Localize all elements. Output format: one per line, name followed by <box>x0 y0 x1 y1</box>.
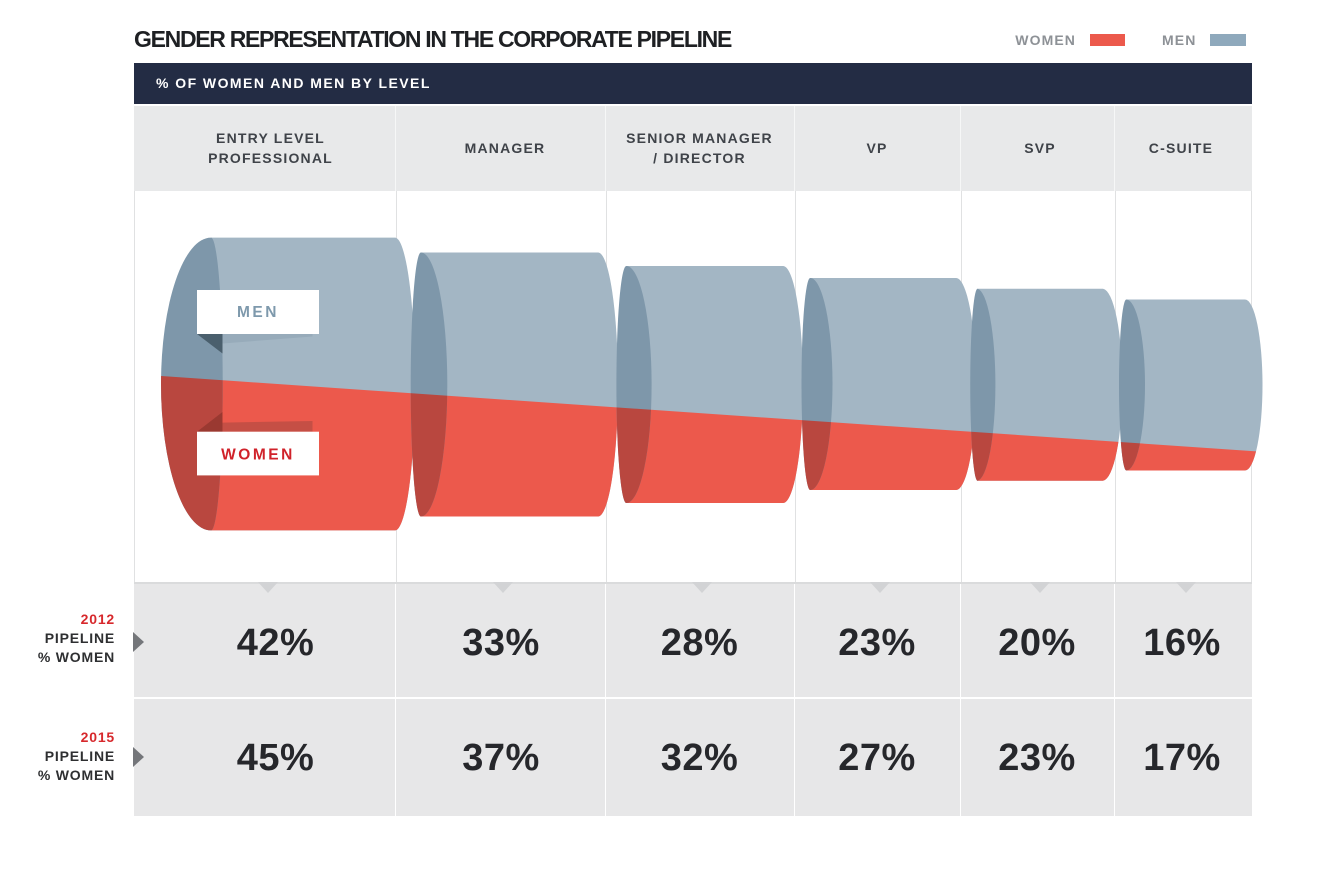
svg-text:MEN: MEN <box>237 304 279 321</box>
svg-text:WOMEN: WOMEN <box>221 446 295 463</box>
